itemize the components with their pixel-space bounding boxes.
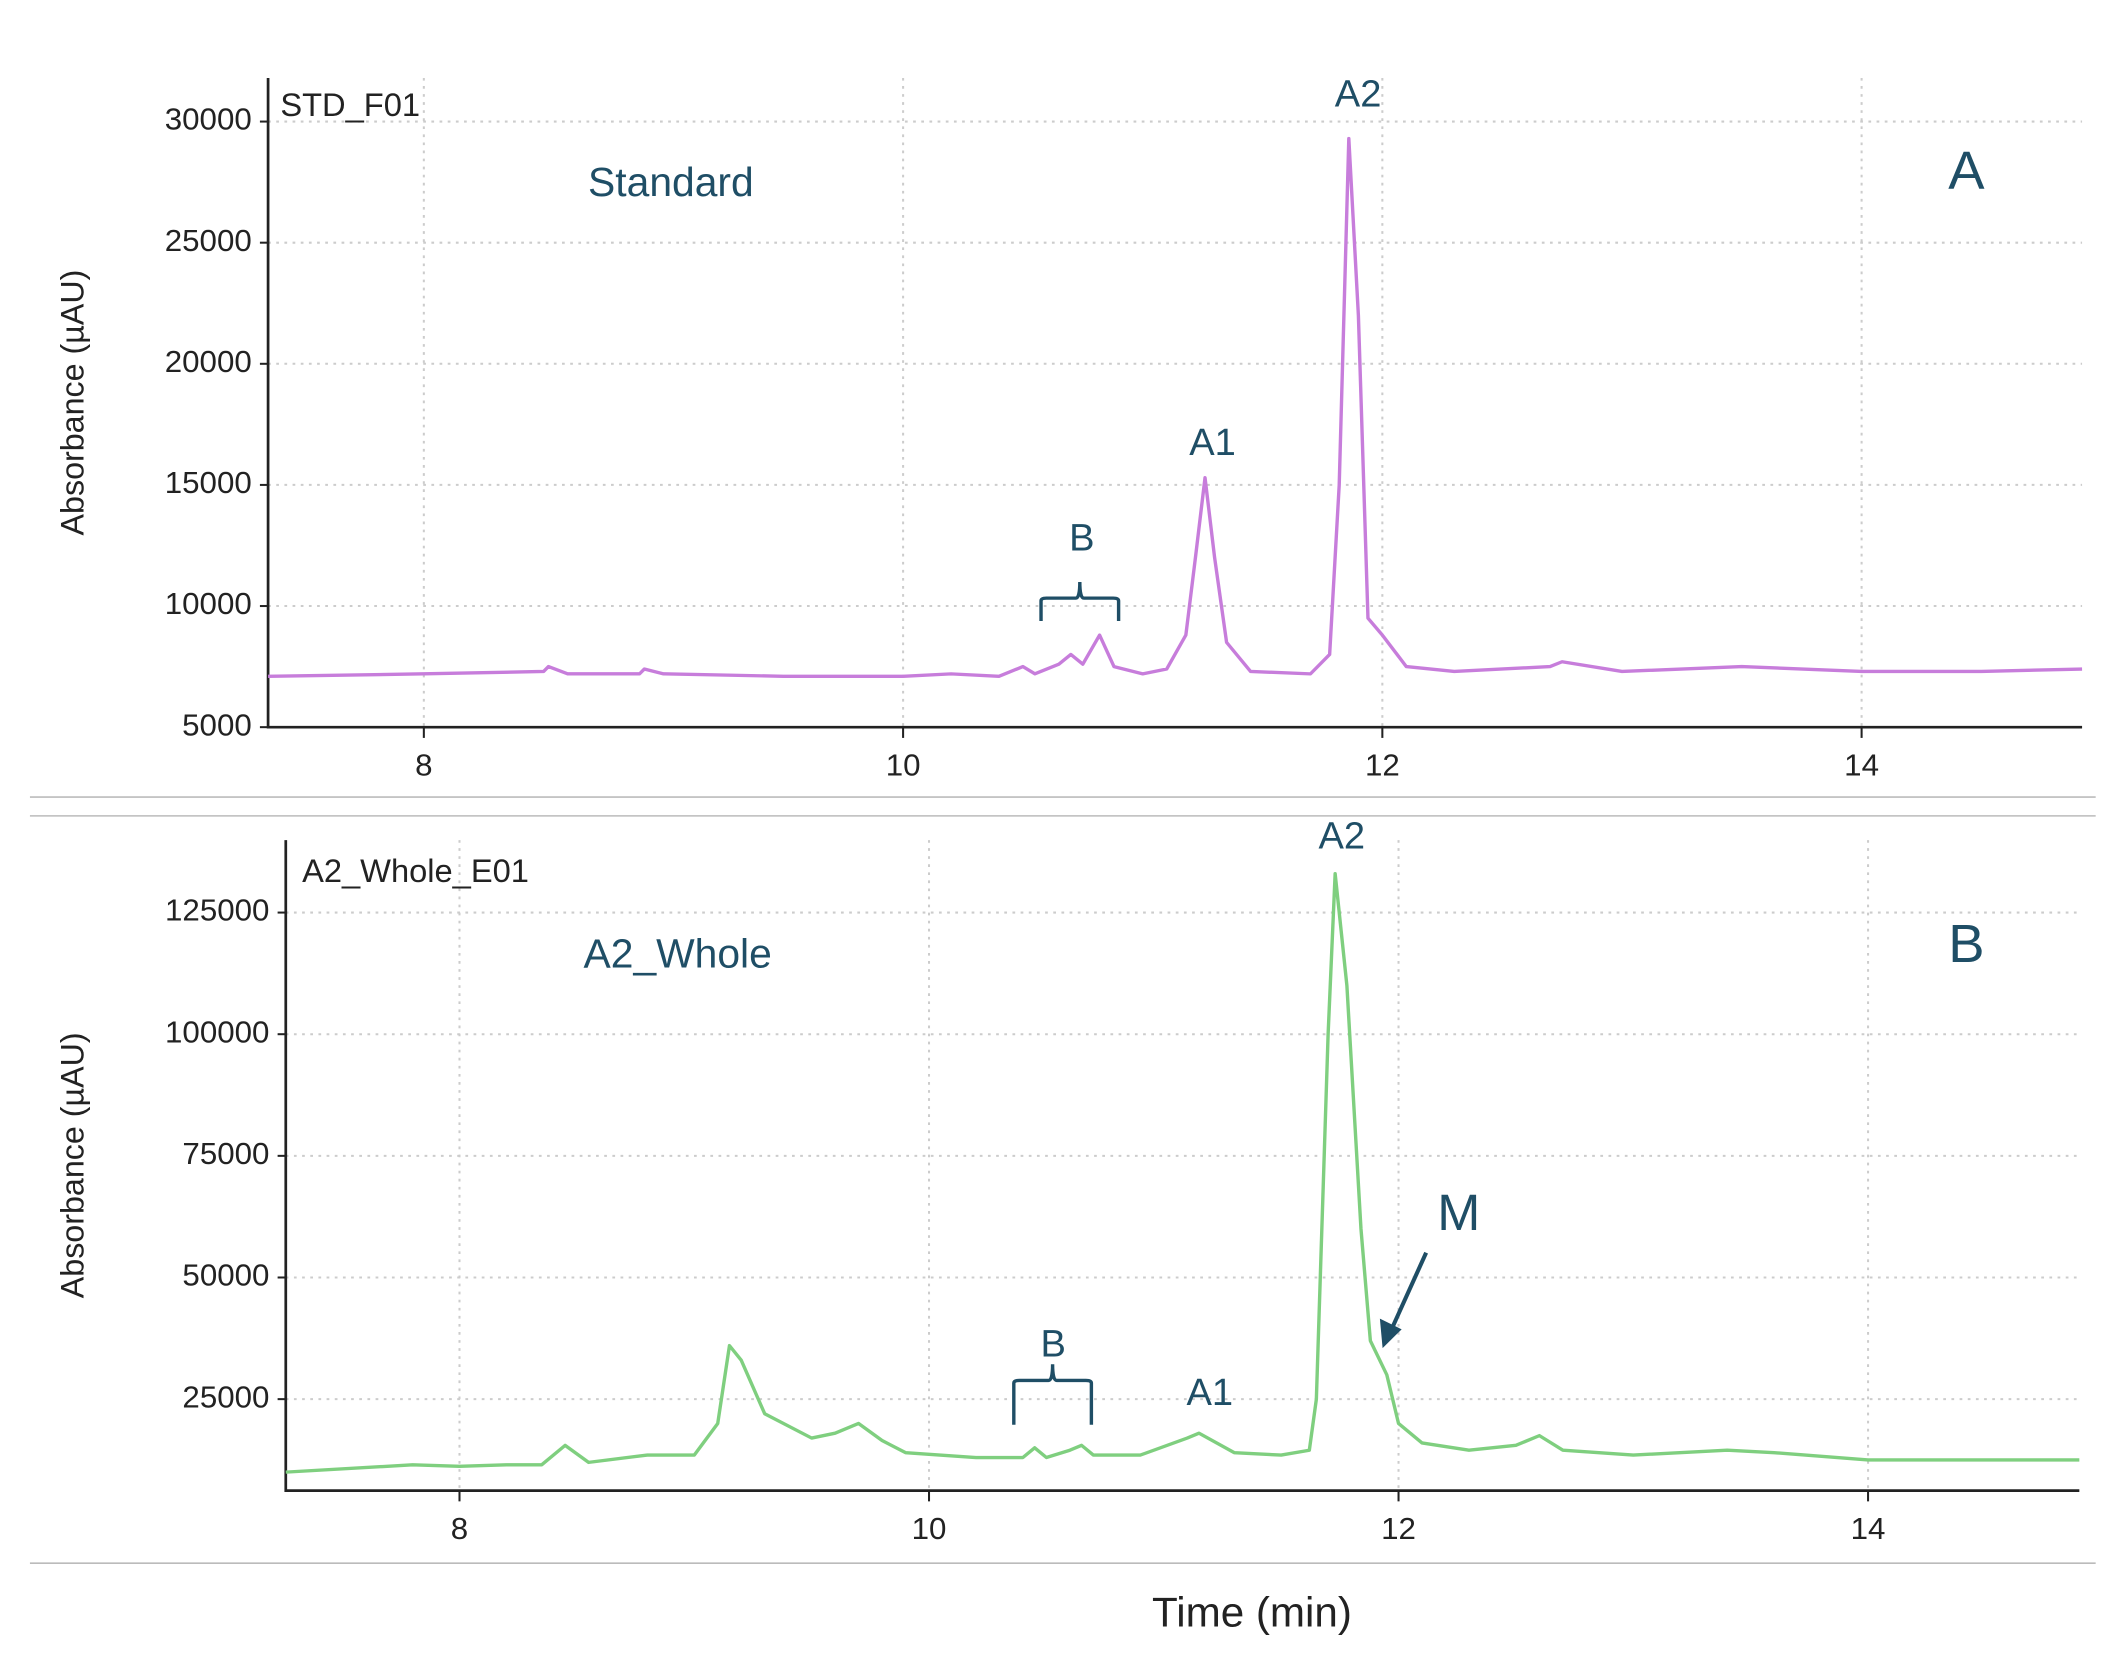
x-tick-label: 12 (1381, 1511, 1416, 1546)
y-tick-label: 30000 (165, 102, 252, 137)
y-tick-label: 50000 (182, 1258, 269, 1293)
bracket (1012, 1364, 1094, 1425)
peak-label: B (1069, 517, 1094, 559)
y-tick-label: 5000 (182, 708, 252, 743)
sample-label: A2_Whole_E01 (302, 853, 529, 889)
y-tick-label: 75000 (182, 1136, 269, 1171)
arrow-head (1379, 1318, 1402, 1349)
y-tick-label: 100000 (165, 1015, 269, 1050)
x-tick-label: 10 (886, 748, 921, 783)
y-axis-label: Absorbance (µAU) (54, 1032, 90, 1298)
x-tick-label: 14 (1851, 1511, 1886, 1546)
sample-label: STD_F01 (280, 87, 420, 123)
bracket (1039, 581, 1121, 621)
x-tick-label: 10 (912, 1511, 947, 1546)
panel: 5000 10000 15000 20000 25000 30000 8 10 12 14 Abso… (54, 74, 2083, 783)
y-axis-label: Absorbance (µAU) (54, 270, 90, 536)
y-tick-label: 20000 (165, 344, 252, 379)
panel-label: A (1948, 141, 1984, 201)
x-tick-label: 12 (1365, 748, 1400, 783)
x-axis-label: Time (min) (1152, 1589, 1352, 1636)
x-tick-label: 8 (451, 1511, 468, 1546)
axis-line (284, 840, 2080, 1492)
y-tick-label: 15000 (165, 465, 252, 500)
chromatogram-line (268, 136, 2083, 678)
y-tick-label: 125000 (165, 893, 269, 928)
peak-label: A1 (1189, 422, 1236, 464)
y-tick-label: 10000 (165, 586, 252, 621)
y-tick-label: 25000 (165, 223, 252, 258)
x-tick-label: 14 (1844, 748, 1879, 783)
axis-line (266, 77, 2083, 729)
x-tick-label: 8 (415, 748, 432, 783)
peak-label: A1 (1186, 1372, 1233, 1414)
peak-label: A2 (1318, 816, 1365, 858)
panel-label: B (1948, 914, 1984, 974)
chromatogram-line (285, 871, 2080, 1474)
peak-label: M (1437, 1183, 1480, 1241)
panel: 25000 50000 75000 100000 125000 8 10 12 14 Absorb… (54, 816, 2080, 1546)
peak-label: A2 (1335, 74, 1382, 116)
peak-label: B (1041, 1324, 1066, 1366)
panel-title: A2_Whole (584, 931, 772, 977)
y-tick-label: 25000 (182, 1379, 269, 1414)
panel-title: Standard (588, 159, 754, 205)
